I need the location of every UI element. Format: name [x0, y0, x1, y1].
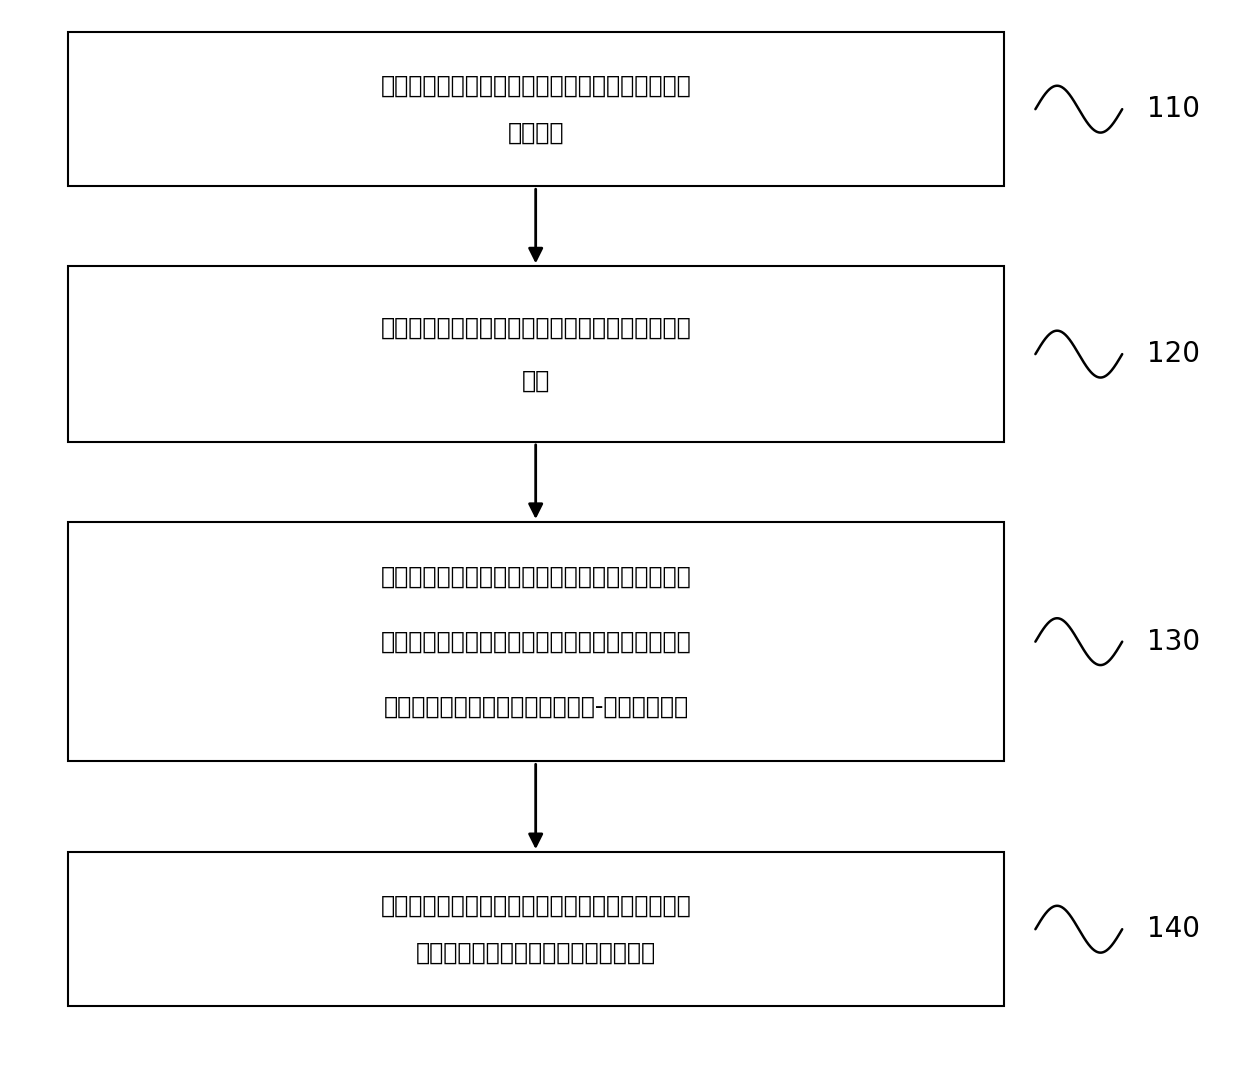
Text: 获得待测高压电流互感器在多个试验高压电压下的: 获得待测高压电流互感器在多个试验高压电压下的 — [381, 73, 692, 98]
Text: 误差: 误差 — [522, 368, 551, 393]
Text: 根据所述待测高压电流互感器的泄漏电流、误差以: 根据所述待测高压电流互感器的泄漏电流、误差以 — [381, 564, 692, 589]
Text: 130: 130 — [1147, 627, 1200, 656]
FancyBboxPatch shape — [68, 852, 1004, 1006]
Text: 获得待测高压电流互感器在多个试验高压电压下的: 获得待测高压电流互感器在多个试验高压电压下的 — [381, 315, 692, 340]
Text: 根据获得的待测高压电流互感器泄漏电流以及所述: 根据获得的待测高压电流互感器泄漏电流以及所述 — [381, 894, 692, 918]
Text: 泄漏电流: 泄漏电流 — [508, 120, 564, 145]
FancyBboxPatch shape — [68, 32, 1004, 186]
Text: 110: 110 — [1147, 95, 1200, 124]
Text: 泄漏电流误差映射模型获得对应的误差: 泄漏电流误差映射模型获得对应的误差 — [417, 940, 656, 965]
FancyBboxPatch shape — [68, 266, 1004, 442]
Text: 高压电流互感器在高压下泄漏电流-误差映射模型: 高压电流互感器在高压下泄漏电流-误差映射模型 — [383, 694, 689, 719]
Text: 及对应的试验高压电压进行模型训练，获得该待测: 及对应的试验高压电压进行模型训练，获得该待测 — [381, 629, 692, 654]
Text: 140: 140 — [1147, 915, 1200, 944]
Text: 120: 120 — [1147, 340, 1200, 368]
FancyBboxPatch shape — [68, 522, 1004, 761]
